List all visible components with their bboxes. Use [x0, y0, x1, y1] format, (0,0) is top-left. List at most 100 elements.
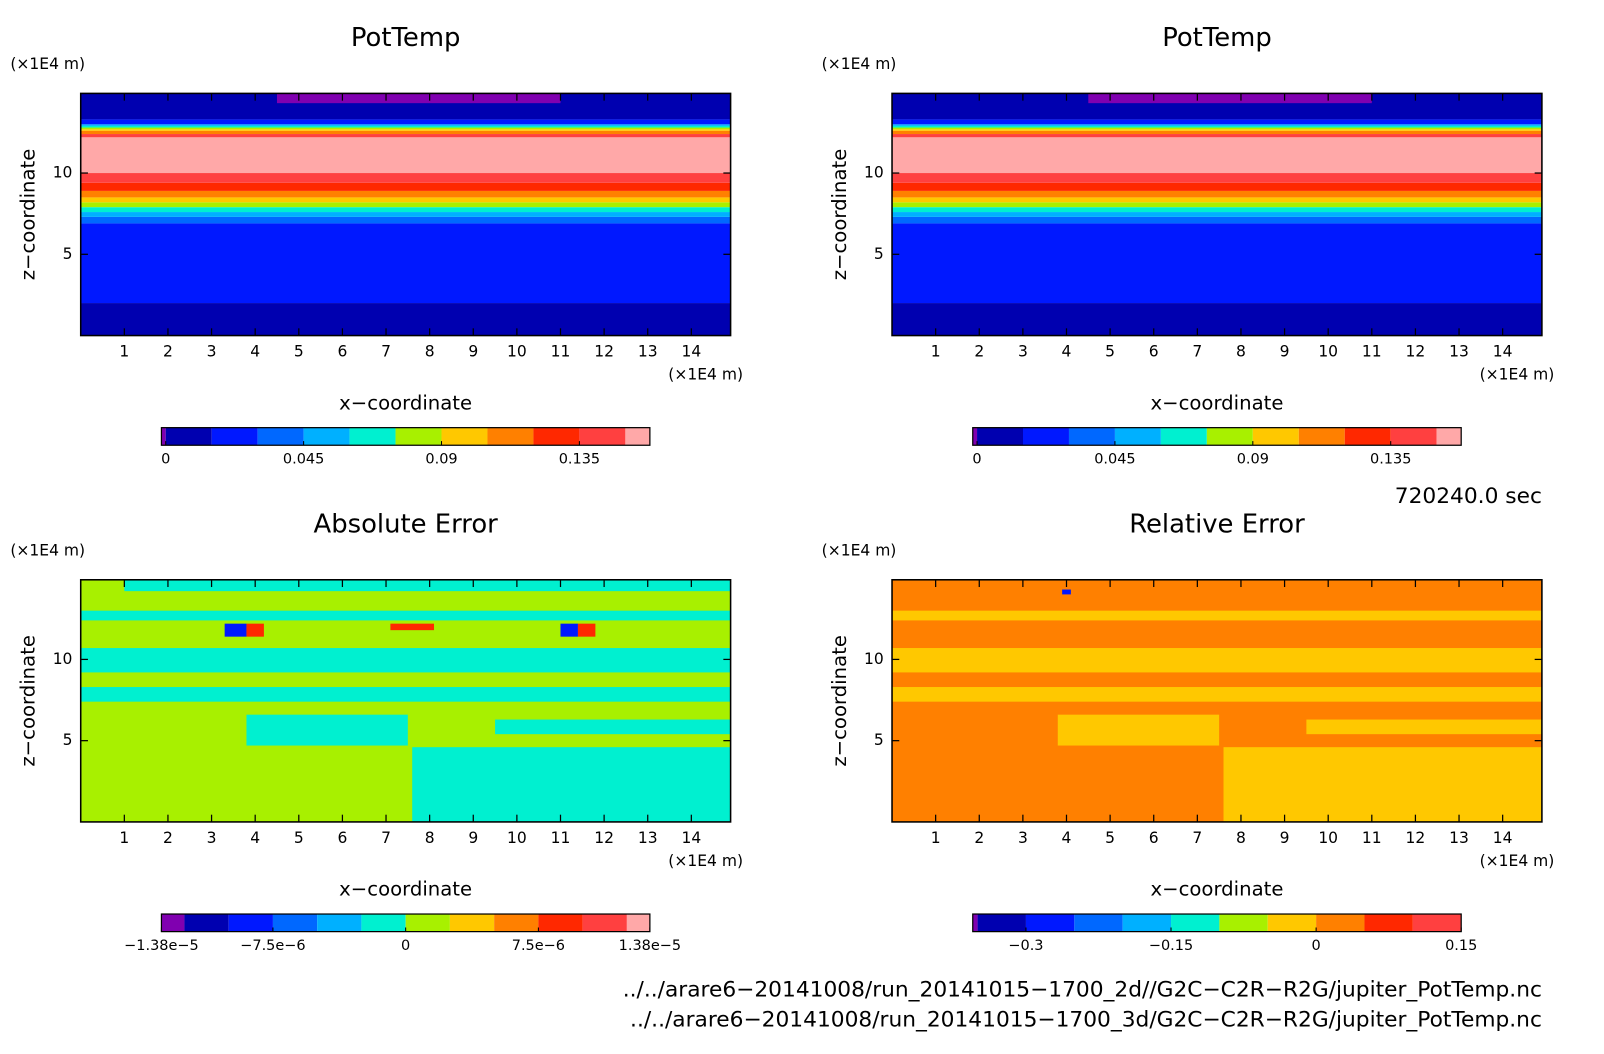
contour-band — [1088, 93, 1372, 104]
contour-band — [80, 610, 731, 621]
colorbar-frame — [972, 913, 1462, 933]
colorbar-segment — [582, 914, 627, 932]
contour-band — [80, 137, 731, 174]
chart-title: Relative Error — [1129, 509, 1305, 539]
colorbar-segment — [449, 914, 495, 932]
contour-band — [390, 623, 435, 631]
colorbar-segment — [1025, 914, 1075, 932]
colorbar-segment — [1068, 427, 1115, 446]
contour-band — [892, 303, 1542, 336]
x-tick-label: 11 — [1362, 343, 1382, 361]
y-unit: (×1E4 m) — [10, 541, 85, 559]
x-tick-label: 10 — [1318, 829, 1338, 847]
contour-band — [80, 125, 731, 128]
colorbar-segment — [1122, 914, 1172, 932]
colorbar-segment — [1074, 914, 1123, 932]
y-axis-label: z−coordinate — [828, 635, 851, 767]
y-tick-label: 5 — [63, 245, 73, 263]
contour-band — [1306, 719, 1542, 735]
colorbar-segment — [972, 914, 978, 932]
colorbar-segment — [228, 914, 273, 932]
x-tick-label: 3 — [207, 829, 217, 847]
colorbar-tick-label: 0.135 — [1370, 452, 1411, 468]
colorbar-tick-label: 0.09 — [1237, 452, 1269, 468]
colorbar-segment — [487, 427, 534, 446]
x-tick-label: 13 — [1449, 829, 1469, 847]
x-unit: (×1E4 m) — [1480, 365, 1555, 383]
x-axis-label: x−coordinate — [1150, 391, 1283, 414]
x-unit: (×1E4 m) — [668, 852, 743, 870]
colorbar-segment — [184, 914, 229, 932]
contour-band — [892, 173, 1542, 183]
x-tick-label: 7 — [1192, 829, 1202, 847]
x-tick-label: 7 — [1192, 343, 1202, 361]
x-tick-label: 7 — [381, 343, 391, 361]
contour-band — [892, 207, 1542, 213]
contour-band — [892, 687, 1542, 702]
contour-band — [246, 714, 408, 746]
x-tick-label: 4 — [1062, 829, 1072, 847]
colorbar-segment — [533, 427, 580, 446]
contour-band — [80, 129, 731, 131]
contour-band — [577, 623, 596, 637]
contour-band — [892, 125, 1542, 128]
colorbar-segment — [303, 427, 350, 446]
colorbar-segment — [317, 914, 362, 932]
colorbar-segment — [972, 427, 978, 446]
x-tick-label: 12 — [1406, 829, 1426, 847]
x-tick-label: 5 — [294, 829, 304, 847]
colorbar-segment — [1023, 427, 1069, 446]
y-tick-label: 10 — [864, 164, 884, 182]
x-tick-label: 8 — [1236, 829, 1246, 847]
x-tick-label: 9 — [1280, 829, 1290, 847]
colorbar-tick-label: 7.5e−6 — [512, 938, 565, 954]
colorbar-segment — [1316, 914, 1365, 932]
colorbar-segment — [1252, 427, 1299, 446]
contour-band — [80, 223, 731, 304]
x-unit: (×1E4 m) — [1480, 852, 1555, 870]
x-tick-label: 12 — [594, 343, 614, 361]
colorbar-segment — [257, 427, 304, 446]
x-tick-label: 2 — [974, 829, 984, 847]
contour-band — [80, 134, 731, 138]
contour-band — [892, 212, 1542, 217]
contour-band — [892, 134, 1542, 138]
x-tick-label: 9 — [1280, 343, 1290, 361]
colorbar-frame — [160, 427, 651, 446]
colorbar-segment — [1160, 427, 1207, 446]
colorbar-segment — [1412, 914, 1462, 932]
colorbar-tick-label: 0.15 — [1445, 938, 1477, 954]
x-tick-label: 4 — [250, 829, 260, 847]
colorbar-tick-label: −7.5e−6 — [240, 938, 305, 954]
contour-band — [80, 687, 731, 702]
colorbar-segment — [494, 914, 539, 932]
x-tick-label: 14 — [1493, 343, 1513, 361]
colorbar-segment — [441, 427, 488, 446]
contour-band — [80, 130, 731, 135]
contour-band — [412, 747, 731, 822]
x-tick-label: 4 — [1062, 343, 1072, 361]
contour-band — [1062, 589, 1071, 595]
contour-band — [80, 202, 731, 208]
colorbar-segment — [1298, 427, 1345, 446]
plot-frame — [891, 579, 1543, 823]
contour-band — [80, 124, 731, 126]
x-tick-label: 2 — [163, 829, 173, 847]
x-tick-label: 10 — [507, 829, 527, 847]
colorbar-tick-label: 0.09 — [425, 452, 457, 468]
x-tick-label: 5 — [1105, 343, 1115, 361]
contour-band — [124, 579, 731, 592]
x-tick-label: 10 — [1318, 343, 1338, 361]
contour-band — [892, 216, 1542, 224]
file-path: ../../arare6−20141008/run_20141015−1700_… — [623, 978, 1542, 1003]
y-unit: (×1E4 m) — [822, 55, 897, 73]
x-tick-label: 13 — [638, 829, 658, 847]
x-tick-label: 2 — [974, 343, 984, 361]
x-tick-label: 11 — [551, 343, 571, 361]
contour-band — [892, 648, 1542, 673]
contour-band — [892, 137, 1542, 174]
colorbar-segment — [272, 914, 318, 932]
contour-band — [892, 197, 1542, 203]
x-tick-label: 10 — [507, 343, 527, 361]
